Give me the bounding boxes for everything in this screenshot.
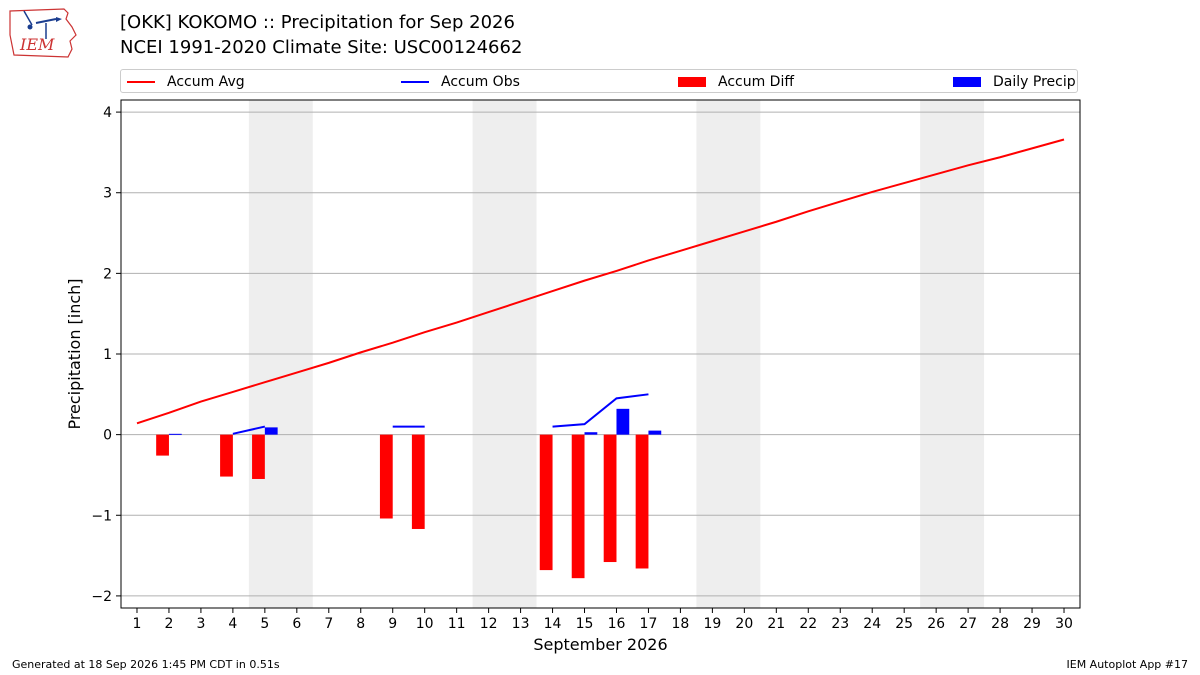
accum-diff-bar [252,434,265,479]
legend-item-accum-obs: Accum Obs [401,73,520,91]
y-tick-label: −1 [91,508,112,524]
x-tick-label: 14 [544,616,562,632]
x-tick-label: 6 [292,616,301,632]
accum-diff-bar [603,434,617,563]
x-tick-label: 3 [196,616,205,632]
x-tick-label: 23 [831,616,849,632]
x-tick-label: 29 [1023,616,1041,632]
x-tick-label: 25 [895,616,913,632]
accum-obs-line [232,425,266,435]
legend-swatch-accum-obs [401,81,429,83]
x-tick-label: 9 [388,616,397,632]
x-tick-label: 5 [260,616,269,632]
accum-diff-bar [539,434,553,571]
accum-obs-line [552,393,649,428]
accum-diff-bar [635,434,649,569]
accum-avg-line [136,138,1065,425]
accum-diff-bar [379,434,393,519]
x-tick-label: 16 [608,616,626,632]
x-tick-label: 26 [927,616,945,632]
x-tick-label: 27 [959,616,977,632]
x-tick-label: 1 [133,616,142,632]
legend-item-accum-avg: Accum Avg [127,73,245,91]
x-tick-label: 11 [448,616,466,632]
iem-logo: IEM [9,8,77,58]
x-tick-label: 19 [703,616,721,632]
legend-swatch-accum-diff [678,77,706,87]
app-label: IEM Autoplot App #17 [1066,658,1189,671]
x-tick-label: 7 [324,616,333,632]
accum-diff-bar [571,434,585,579]
x-tick-label: 28 [991,616,1009,632]
y-axis-label: Precipitation [inch] [65,278,84,429]
legend-label-accum-avg: Accum Avg [167,74,245,90]
daily-precip-bar [584,432,598,435]
x-tick-label: 18 [672,616,690,632]
x-tick-label: 30 [1055,616,1073,632]
legend-item-accum-diff: Accum Diff [678,73,794,91]
y-tick-label: 3 [103,186,112,202]
x-tick-label: 8 [356,616,365,632]
chart-subtitle: NCEI 1991-2020 Climate Site: USC00124662 [120,37,523,58]
logo-text: IEM [19,35,55,54]
y-tick-label: 2 [103,266,112,282]
x-tick-label: 2 [164,616,173,632]
accum-diff-bar [411,434,425,529]
generated-timestamp: Generated at 18 Sep 2026 1:45 PM CDT in … [12,658,280,671]
accum-diff-bar [156,434,169,456]
y-tick-label: 0 [103,428,112,444]
legend-item-daily-precip: Daily Precip [953,73,1076,91]
y-tick-label: −2 [91,589,112,605]
y-tick-label: 4 [103,105,112,121]
x-tick-label: 13 [512,616,530,632]
daily-precip-bar [264,427,278,435]
legend-label-accum-diff: Accum Diff [718,74,795,90]
x-tick-label: 15 [576,616,594,632]
legend-label-daily-precip: Daily Precip [993,74,1076,90]
legend: Accum Avg Accum Obs Accum Diff Daily Pre… [120,69,1078,93]
daily-precip-bar [648,430,662,435]
legend-swatch-daily-precip [953,77,981,87]
y-tick-label: 1 [103,347,112,363]
daily-precip-bar [168,433,182,435]
x-tick-label: 10 [416,616,434,632]
x-tick-label: 21 [767,616,785,632]
x-tick-label: 24 [863,616,881,632]
daily-precip-bar [616,408,630,435]
legend-swatch-accum-avg [127,81,155,83]
x-tick-label: 17 [640,616,658,632]
plot-frame [120,99,1081,609]
x-axis-label: September 2026 [533,635,667,654]
chart-title: [OKK] KOKOMO :: Precipitation for Sep 20… [120,12,515,33]
accum-diff-bar [220,434,233,477]
legend-label-accum-obs: Accum Obs [441,74,520,90]
x-tick-label: 22 [799,616,817,632]
x-tick-label: 4 [228,616,237,632]
x-tick-label: 20 [735,616,753,632]
x-tick-label: 12 [480,616,498,632]
